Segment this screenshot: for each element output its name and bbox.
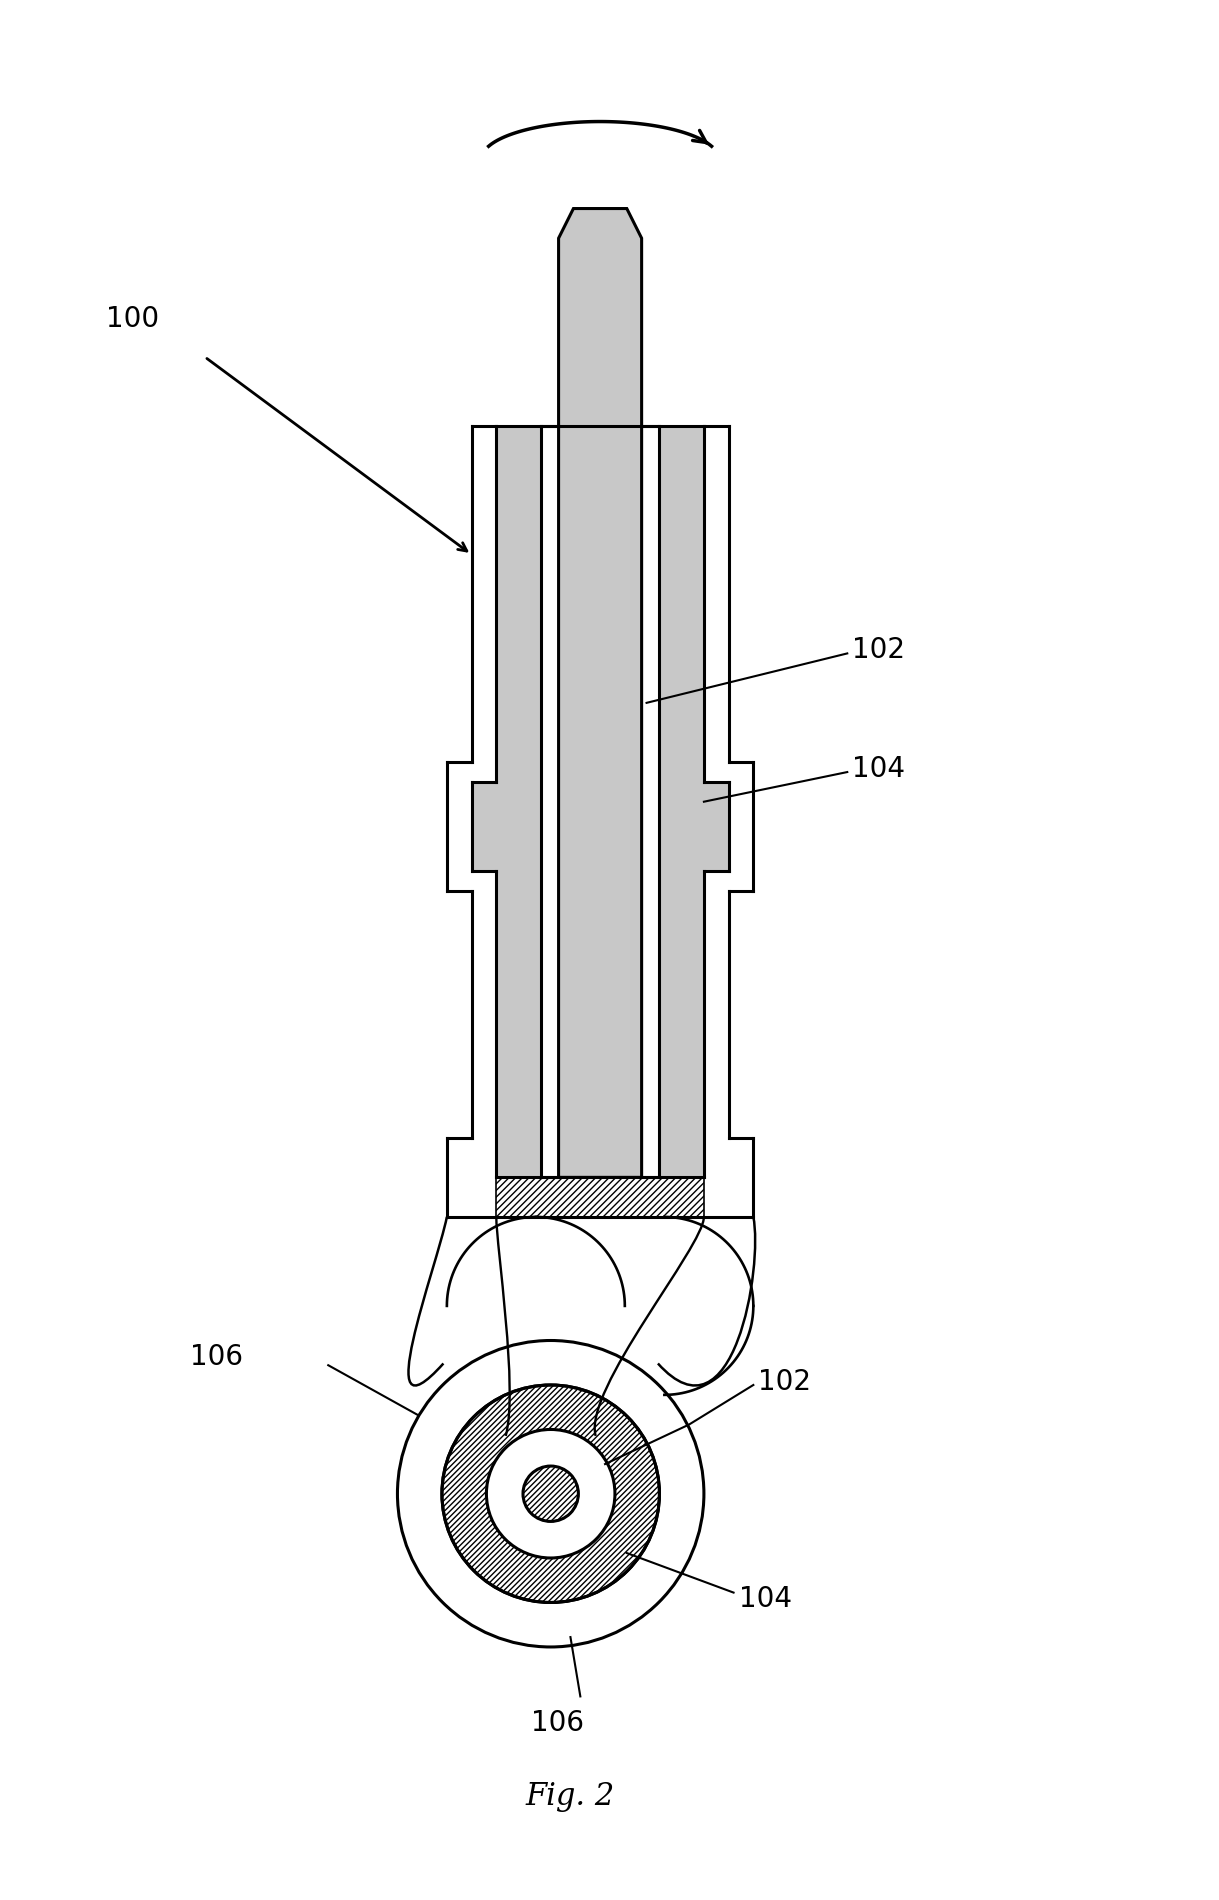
Circle shape: [397, 1341, 703, 1647]
Text: 102: 102: [852, 636, 906, 665]
Circle shape: [442, 1385, 659, 1602]
Text: 104: 104: [739, 1585, 791, 1613]
Polygon shape: [447, 1138, 753, 1216]
Polygon shape: [703, 426, 729, 1138]
Polygon shape: [472, 426, 496, 1138]
Polygon shape: [729, 762, 753, 891]
Text: 102: 102: [758, 1368, 812, 1396]
Polygon shape: [496, 1178, 703, 1216]
Circle shape: [486, 1429, 614, 1558]
Polygon shape: [472, 783, 729, 870]
Polygon shape: [541, 426, 558, 1178]
Text: 106: 106: [531, 1708, 584, 1737]
Polygon shape: [558, 209, 641, 1178]
Polygon shape: [496, 426, 703, 1178]
Text: 104: 104: [852, 754, 906, 783]
Polygon shape: [641, 426, 659, 1178]
Polygon shape: [447, 762, 472, 891]
Text: 106: 106: [190, 1343, 243, 1372]
Circle shape: [523, 1467, 578, 1522]
Text: 100: 100: [106, 306, 158, 332]
Text: Fig. 2: Fig. 2: [525, 1780, 616, 1813]
